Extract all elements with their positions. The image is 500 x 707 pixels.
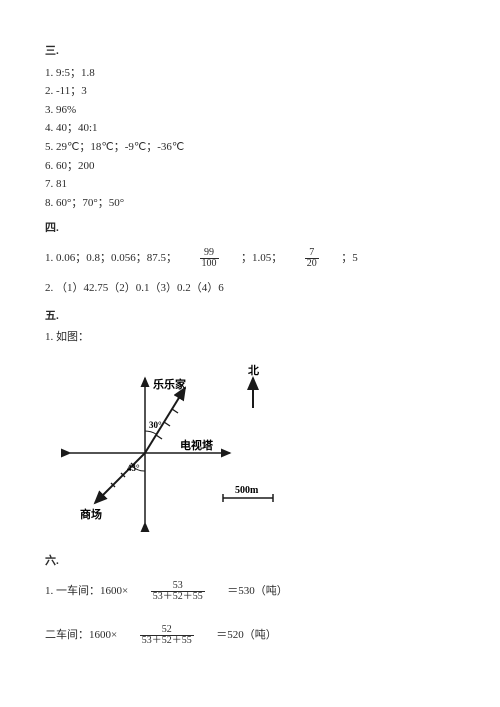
- fraction-7-20: 7 20: [305, 248, 319, 270]
- angle-45-label: 45°: [127, 463, 140, 473]
- ans-5-1-label: 1. 如图：: [45, 329, 455, 347]
- arc-30: [145, 431, 156, 434]
- ans-4-1: 1. 0.06；0.8；0.056；87.5； 99 100 ；1.05； 7 …: [45, 248, 455, 270]
- ans-3-7: 7. 81: [45, 176, 455, 194]
- direction-diagram: 30° 45° 乐乐家 电视塔 商场 北 500m: [45, 353, 455, 540]
- ans-3-3: 3. 96%: [45, 102, 455, 120]
- ans-6-1: 1. 一车间：1600× 53 53＋52＋55 ＝530（吨）: [45, 581, 455, 603]
- ans-6-2-b: ＝520（吨）: [216, 627, 277, 645]
- fraction-99-100: 99 100: [200, 248, 219, 270]
- ans-3-2: 2. -11；3: [45, 83, 455, 101]
- tick: [156, 435, 162, 439]
- ans-6-2: 二车间：1600× 52 53＋52＋55 ＝520（吨）: [45, 625, 455, 647]
- ans-6-1-a: 1. 一车间：1600×: [45, 583, 128, 601]
- ans-3-4: 4. 40；40:1: [45, 120, 455, 138]
- ans-3-8: 8. 60°；70°；50°: [45, 195, 455, 213]
- fraction-6-2: 52 53＋52＋55: [140, 625, 194, 647]
- ans-3-6: 6. 60；200: [45, 158, 455, 176]
- ans-3-5: 5. 29℃；18℃；-9℃；-36℃: [45, 139, 455, 157]
- frac-den: 53＋52＋55: [140, 636, 194, 647]
- ans-4-1-part-a: 1. 0.06；0.8；0.056；87.5；: [45, 250, 177, 268]
- diagram-svg: 30° 45° 乐乐家 电视塔 商场 北 500m: [45, 353, 305, 533]
- north-label: 北: [248, 363, 259, 377]
- scale-label: 500m: [235, 485, 259, 496]
- frac-den: 53＋52＋55: [151, 592, 205, 603]
- section-3-title: 三.: [45, 43, 455, 61]
- tower-label: 电视塔: [180, 438, 214, 452]
- frac-den: 100: [200, 259, 219, 270]
- ans-3-1: 1. 9:5；1.8: [45, 65, 455, 83]
- section-4-title: 四.: [45, 220, 455, 238]
- ans-4-2: 2. （1）42.75（2）0.1（3）0.2（4）6: [45, 280, 455, 298]
- section-5-title: 五.: [45, 308, 455, 326]
- section-6-title: 六.: [45, 553, 455, 571]
- section-3-answers: 1. 9:5；1.8 2. -11；3 3. 96% 4. 40；40:1 5.…: [45, 65, 455, 213]
- mall-label: 商场: [80, 507, 102, 521]
- lele-label: 乐乐家: [153, 377, 187, 391]
- fraction-6-1: 53 53＋52＋55: [151, 581, 205, 603]
- ans-6-2-a: 二车间：1600×: [45, 627, 117, 645]
- tick: [164, 422, 170, 426]
- ans-6-1-b: ＝530（吨）: [227, 583, 288, 601]
- ans-4-1-part-b: ；1.05；: [241, 250, 282, 268]
- ans-4-1-part-c: ；5: [341, 250, 358, 268]
- angle-30-label: 30°: [149, 420, 162, 430]
- tick: [172, 409, 178, 413]
- line-mall: [95, 453, 145, 503]
- frac-den: 20: [305, 259, 319, 270]
